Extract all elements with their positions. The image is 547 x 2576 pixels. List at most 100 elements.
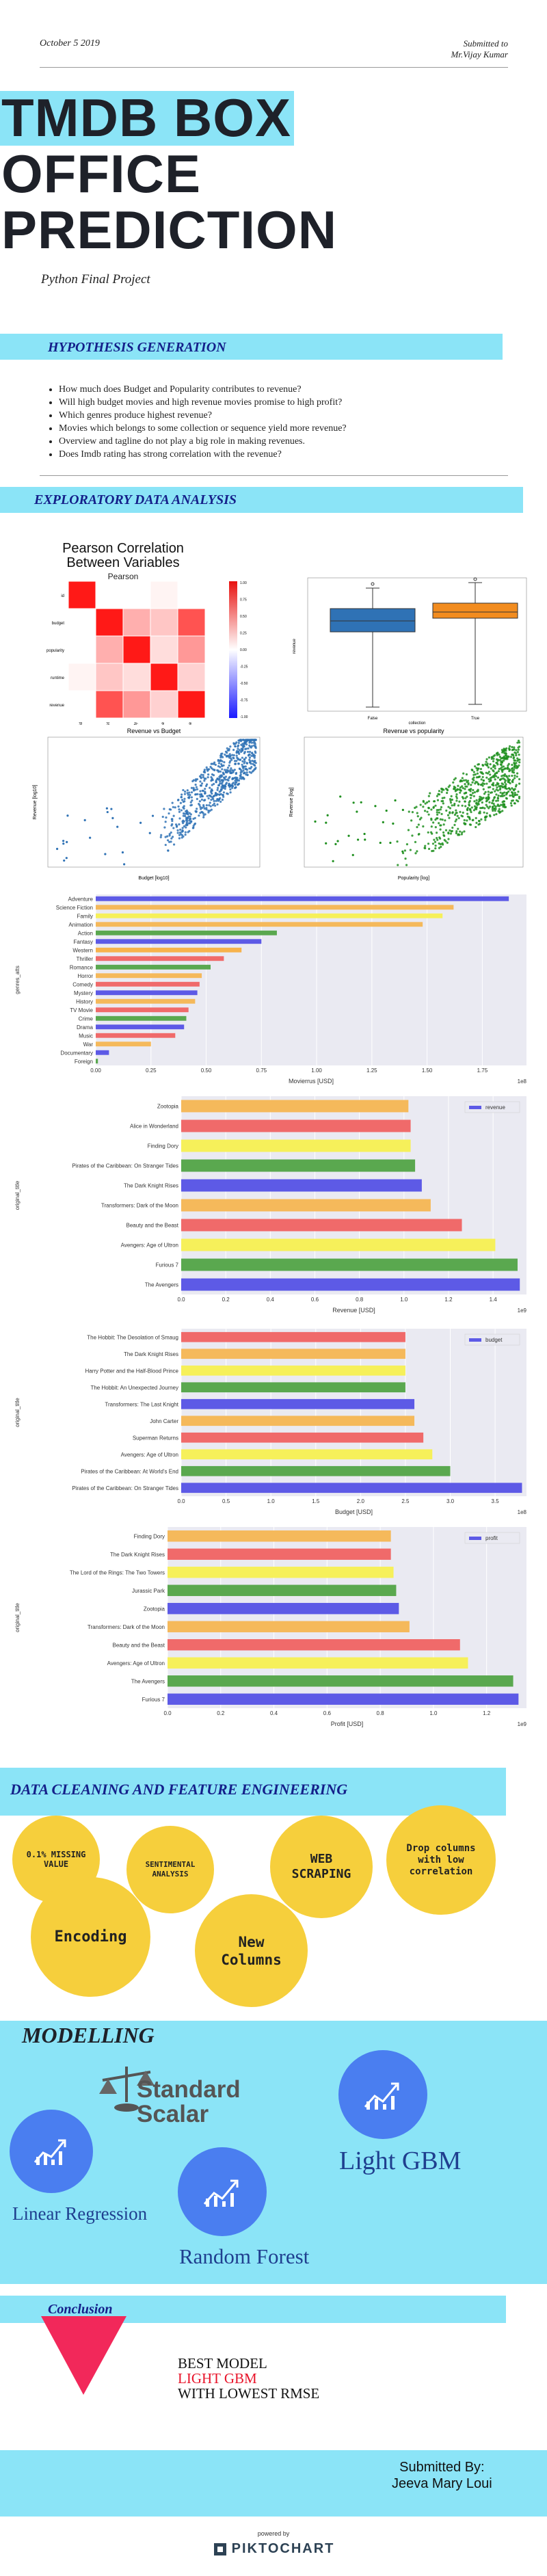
bar xyxy=(168,1675,513,1687)
scatter2-point xyxy=(443,834,446,837)
boxplot-svg: False True collection revenue xyxy=(293,577,527,726)
scatter-revenue-budget: Revenue vs Budget Budget [log10] Revenue… xyxy=(31,725,267,882)
x-tick-label: 0.4 xyxy=(267,1297,275,1303)
bar xyxy=(96,998,196,1004)
scatter1-point xyxy=(239,771,242,774)
category-label: Documentary xyxy=(60,1050,93,1056)
scatter2-point xyxy=(417,833,420,836)
scatter1-point xyxy=(219,800,222,804)
heatmap-cell xyxy=(177,608,206,637)
scatter1-point xyxy=(218,775,221,778)
scatter1-point xyxy=(217,784,220,786)
scatter1-point xyxy=(168,840,171,843)
scatter2-point xyxy=(469,809,472,812)
scatter1-point xyxy=(185,812,188,814)
scatter2-point xyxy=(487,797,490,799)
scatter1-point xyxy=(251,760,254,762)
heatmap-cell xyxy=(95,581,124,609)
scatter2-point xyxy=(427,831,429,834)
scatter1-point xyxy=(229,754,232,758)
scatter2-point xyxy=(469,823,472,826)
heatmap-row-label: popularity xyxy=(46,649,64,653)
scatter2-point xyxy=(513,769,516,771)
hypothesis-band xyxy=(0,334,503,360)
scatter2-point xyxy=(488,786,490,789)
scatter2-point xyxy=(449,799,452,802)
scatter1-point xyxy=(164,843,167,847)
title-highlight xyxy=(0,91,294,146)
scatter2-point xyxy=(434,819,437,821)
y-axis-label: original_title xyxy=(14,1603,21,1632)
scatter2-point xyxy=(481,784,484,787)
conclusion-heading: Conclusion xyxy=(48,2302,113,2317)
category-label: Mystery xyxy=(74,990,93,996)
hypothesis-heading: HYPOTHESIS GENERATION xyxy=(48,340,226,355)
scatter2-point xyxy=(451,826,454,829)
scatter2-point xyxy=(511,749,513,752)
scatter1-point xyxy=(250,739,252,741)
scatter2-point xyxy=(352,801,355,804)
x-tick-label: 1.75 xyxy=(477,1067,488,1074)
x-tick-label: 0.0 xyxy=(177,1297,185,1303)
scatter1-point xyxy=(222,791,226,794)
scatter2-point xyxy=(497,770,500,773)
bar xyxy=(181,1219,462,1232)
category-label: Action xyxy=(78,930,93,936)
scatter2-point xyxy=(505,783,507,786)
colorbar-tick: 0.00 xyxy=(240,648,247,652)
scatter2-point xyxy=(513,802,516,805)
scatter1-point xyxy=(204,792,206,795)
scatter2-point xyxy=(495,799,498,802)
scatter2-point xyxy=(471,781,474,784)
scatter2-point xyxy=(477,763,479,766)
scatter2-point xyxy=(457,804,459,807)
x-tick-label: 3.5 xyxy=(492,1498,500,1504)
genres-bar-chart: 0.00 0.25 0.50 0.75 1.00 1.25 1.50 1.75 Adventur… xyxy=(14,894,527,1085)
scatter2-point xyxy=(470,806,473,809)
scatter1-point xyxy=(171,836,174,838)
scatter1-point xyxy=(170,824,173,827)
scatter1-point xyxy=(190,791,194,794)
x-axis-exponent: 1e8 xyxy=(518,1509,527,1515)
piktochart-logo[interactable]: PIKTOCHART xyxy=(205,2541,342,2557)
scatter1-point xyxy=(211,804,215,807)
scatter2-point xyxy=(494,809,496,812)
scatter2-point xyxy=(498,808,501,810)
scatter1-point xyxy=(123,863,126,866)
scatter2-point xyxy=(405,864,408,866)
scatter1-point xyxy=(229,791,232,794)
scatter2-point xyxy=(505,797,508,799)
x-axis-exponent: 1e9 xyxy=(518,1307,527,1314)
scatter2-point xyxy=(385,809,388,812)
scatter2-point xyxy=(447,832,450,835)
scatter2-point xyxy=(457,784,459,787)
scatter2-point xyxy=(503,791,506,794)
scatter1-point xyxy=(228,786,231,788)
scatter1-point xyxy=(148,832,151,834)
scatter2-point xyxy=(515,754,518,757)
scatter1-point xyxy=(224,782,228,786)
scatter1-point xyxy=(196,808,198,810)
submitted-by-name: Jeeva Mary Loui xyxy=(392,2476,492,2491)
hypothesis-item: Does Imdb rating has strong correlation … xyxy=(59,448,347,461)
scatter2-point xyxy=(511,792,514,795)
scatter1-point xyxy=(199,790,202,793)
scatter1-point xyxy=(233,760,237,762)
scatter1-point xyxy=(235,751,238,754)
category-label: Crime xyxy=(79,1015,94,1022)
scatter2-point xyxy=(513,759,517,762)
legend-label: profit xyxy=(485,1535,498,1541)
x-tick-label: 1.0 xyxy=(267,1498,276,1504)
scatter1-point xyxy=(208,804,211,807)
scatter2-point xyxy=(464,785,467,788)
scatter2-point xyxy=(466,808,468,811)
scatter2-point xyxy=(503,800,506,803)
scatter1-point xyxy=(194,780,197,782)
heatmap-cell xyxy=(95,635,124,664)
scatter1-point xyxy=(199,780,202,783)
random-forest-label: Random Forest xyxy=(179,2244,310,2268)
heatmap-cell xyxy=(150,635,178,664)
cleaning-band xyxy=(0,1768,506,1816)
scatter2-point xyxy=(356,838,360,841)
scatter2-point xyxy=(496,789,499,792)
